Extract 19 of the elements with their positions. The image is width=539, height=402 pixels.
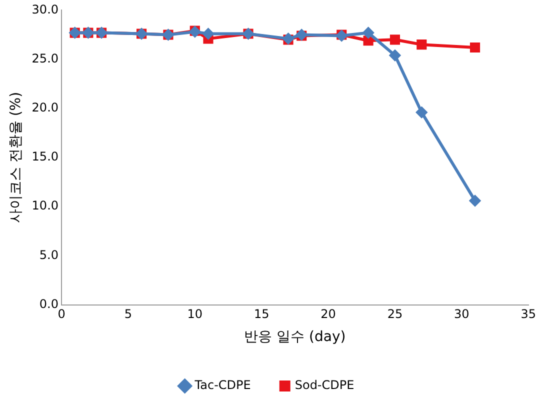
y-tick-label: 10.0: [32, 198, 59, 213]
y-tick-label: 0.0: [39, 296, 59, 311]
x-tick-label: 5: [124, 307, 132, 322]
x-tick-label: 35: [520, 307, 536, 322]
x-tick-label: 10: [187, 307, 203, 322]
y-tick-label: 5.0: [39, 248, 59, 262]
x-axis-title: 반응 일수 (day): [244, 329, 346, 346]
x-tick-label: 20: [320, 307, 336, 322]
x-tick-label: 15: [254, 307, 270, 322]
x-tick-label: 25: [387, 307, 403, 322]
y-tick-label: 15.0: [32, 150, 59, 164]
y-tick-label: 30.0: [32, 2, 59, 16]
y-axis-title: 사이코스 전환율 (%): [8, 92, 24, 224]
x-tick-label: 0: [58, 307, 66, 322]
y-tick-label: 25.0: [32, 51, 59, 66]
y-tick-label: 20.0: [32, 100, 59, 115]
legend-label: Sod-CDPE: [294, 378, 354, 392]
x-tick-label: 30: [454, 307, 470, 322]
legend-label: Tac-CDPE: [194, 378, 251, 392]
